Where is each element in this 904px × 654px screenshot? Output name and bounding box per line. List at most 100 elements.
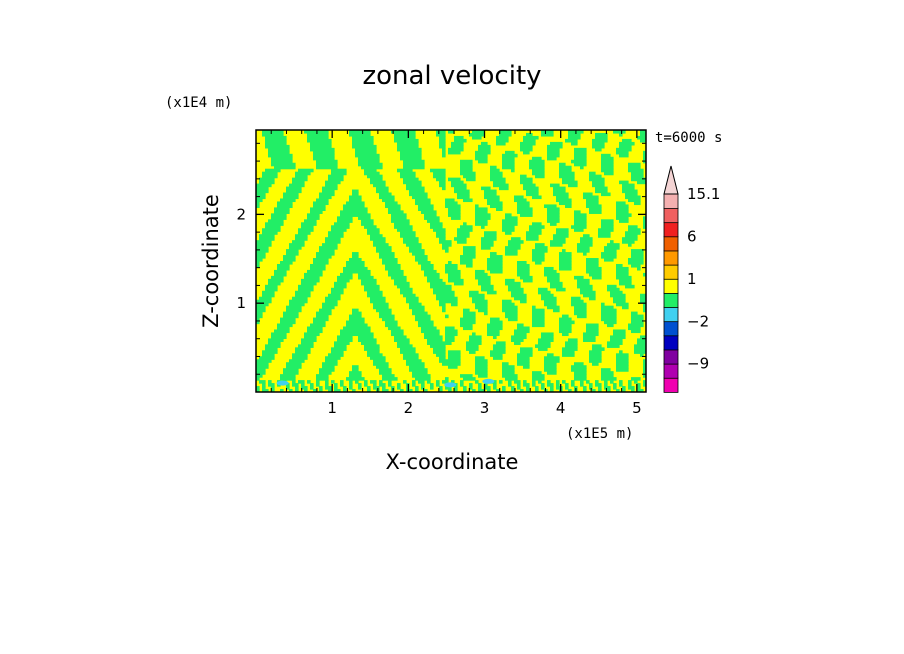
field-negative-band xyxy=(373,383,377,387)
colorbar-segment xyxy=(663,363,679,379)
field-negative-band xyxy=(478,147,491,152)
field-negative-band xyxy=(460,258,473,262)
field-negative-band xyxy=(532,258,545,262)
field-negative-band xyxy=(412,308,425,313)
field-negative-band xyxy=(430,284,452,289)
field-negative-band xyxy=(505,314,518,319)
field-negative-band xyxy=(538,347,548,351)
field-negative-band xyxy=(442,243,452,247)
field-negative-band xyxy=(316,162,338,167)
field-negative-band xyxy=(358,386,362,390)
field-negative-band xyxy=(439,183,446,188)
field-negative-band xyxy=(631,314,644,319)
field-negative-band xyxy=(262,389,269,392)
field-negative-band xyxy=(574,374,587,378)
field-negative-band xyxy=(559,317,572,322)
field-negative-band xyxy=(256,368,266,372)
field-negative-band xyxy=(616,368,629,372)
field-negative-band xyxy=(412,371,428,375)
field-negative-band xyxy=(478,386,482,390)
field-negative-band xyxy=(532,320,545,325)
field-negative-band xyxy=(574,371,587,375)
field-negative-band xyxy=(448,350,461,354)
field-negative-band xyxy=(475,302,488,307)
field-negative-band xyxy=(379,380,383,384)
field-negative-band xyxy=(574,153,587,158)
field-negative-band xyxy=(442,246,449,250)
field-negative-band xyxy=(433,287,452,292)
field-negative-band xyxy=(610,240,614,244)
field-negative-band xyxy=(442,308,446,313)
field-negative-band xyxy=(517,356,530,360)
field-negative-band xyxy=(463,386,467,390)
field-negative-band xyxy=(571,380,575,384)
field-negative-band xyxy=(334,344,347,348)
field-negative-band xyxy=(352,138,374,143)
field-negative-band xyxy=(454,138,467,143)
field-negative-band xyxy=(400,153,422,158)
field-negative-band xyxy=(460,380,464,384)
field-negative-band xyxy=(496,141,506,146)
field-negative-band xyxy=(541,386,545,390)
field-negative-band xyxy=(289,359,305,363)
field-negative-band xyxy=(643,359,646,363)
field-negative-band xyxy=(601,371,614,375)
field-negative-band xyxy=(535,243,545,247)
field-negative-band xyxy=(613,329,626,334)
field-negative-band xyxy=(265,168,281,173)
field-negative-band xyxy=(313,201,329,206)
field-negative-band xyxy=(409,365,425,369)
field-negative-band xyxy=(421,266,434,271)
y-tick-label: 1 xyxy=(236,294,246,312)
field-negative-band xyxy=(601,377,617,381)
field-negative-band xyxy=(334,281,347,286)
field-negative-band xyxy=(451,183,467,188)
field-negative-band xyxy=(358,216,371,220)
field-negative-band xyxy=(619,383,623,387)
field-negative-band xyxy=(403,353,419,357)
field-negative-band xyxy=(454,386,458,390)
field-negative-band xyxy=(526,192,539,197)
colorbar-label: 15.1 xyxy=(687,185,720,203)
field-negative-band xyxy=(532,311,545,316)
field-negative-band xyxy=(307,216,320,220)
field-negative-band xyxy=(640,299,646,304)
field-negative-band xyxy=(316,374,329,378)
colorbar-segment xyxy=(663,292,679,308)
field-negative-band xyxy=(517,210,533,214)
field-negative-band xyxy=(643,150,646,155)
field-negative-band xyxy=(475,272,488,277)
field-negative-band xyxy=(379,371,392,375)
field-negative-band xyxy=(277,201,293,206)
field-negative-band xyxy=(454,135,464,140)
field-negative-band xyxy=(400,156,422,161)
field-negative-band xyxy=(535,386,539,390)
field-negative-band xyxy=(616,359,629,363)
field-negative-band xyxy=(517,326,530,331)
field-negative-band xyxy=(511,293,527,298)
field-negative-band xyxy=(325,380,329,384)
field-negative-band xyxy=(586,198,599,203)
field-negative-band xyxy=(466,341,482,345)
field-negative-band xyxy=(346,263,365,268)
field-negative-band xyxy=(601,225,614,229)
field-negative-band xyxy=(559,320,575,325)
field-negative-band xyxy=(589,210,602,214)
field-negative-band xyxy=(490,165,497,170)
field-negative-band xyxy=(262,171,278,176)
y-axis-title: Z-coordinate xyxy=(199,194,223,328)
field-negative-band xyxy=(460,162,473,167)
field-negative-band xyxy=(502,308,518,313)
field-negative-band xyxy=(643,272,646,277)
field-negative-band xyxy=(379,252,395,256)
field-negative-band xyxy=(526,132,533,137)
field-negative-band xyxy=(505,278,515,283)
field-negative-band xyxy=(343,204,365,209)
chart-title: zonal velocity xyxy=(362,61,541,91)
field-negative-band xyxy=(544,368,557,372)
field-negative-band xyxy=(289,246,302,250)
field-negative-band xyxy=(340,213,371,217)
field-negative-band xyxy=(394,225,413,229)
field-negative-band xyxy=(604,258,614,262)
field-negative-band xyxy=(268,278,284,283)
